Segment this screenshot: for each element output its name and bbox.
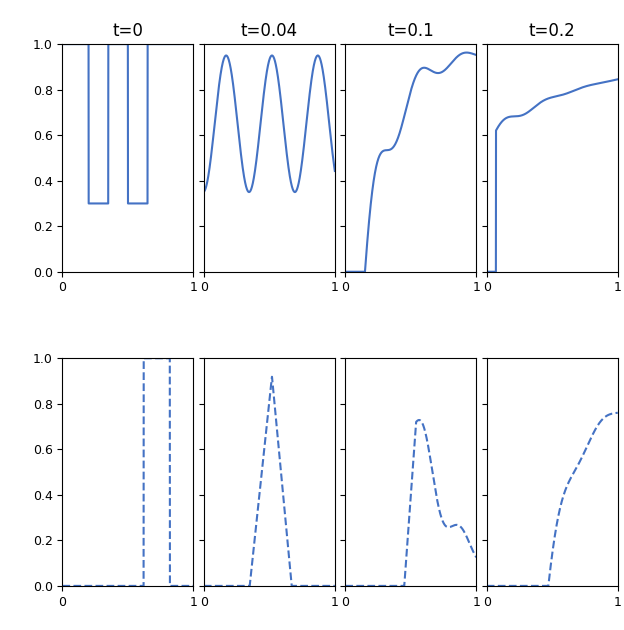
Title: t=0.1: t=0.1 xyxy=(388,22,434,40)
Title: t=0.04: t=0.04 xyxy=(241,22,298,40)
Title: t=0: t=0 xyxy=(112,22,144,40)
Title: t=0.2: t=0.2 xyxy=(529,22,576,40)
